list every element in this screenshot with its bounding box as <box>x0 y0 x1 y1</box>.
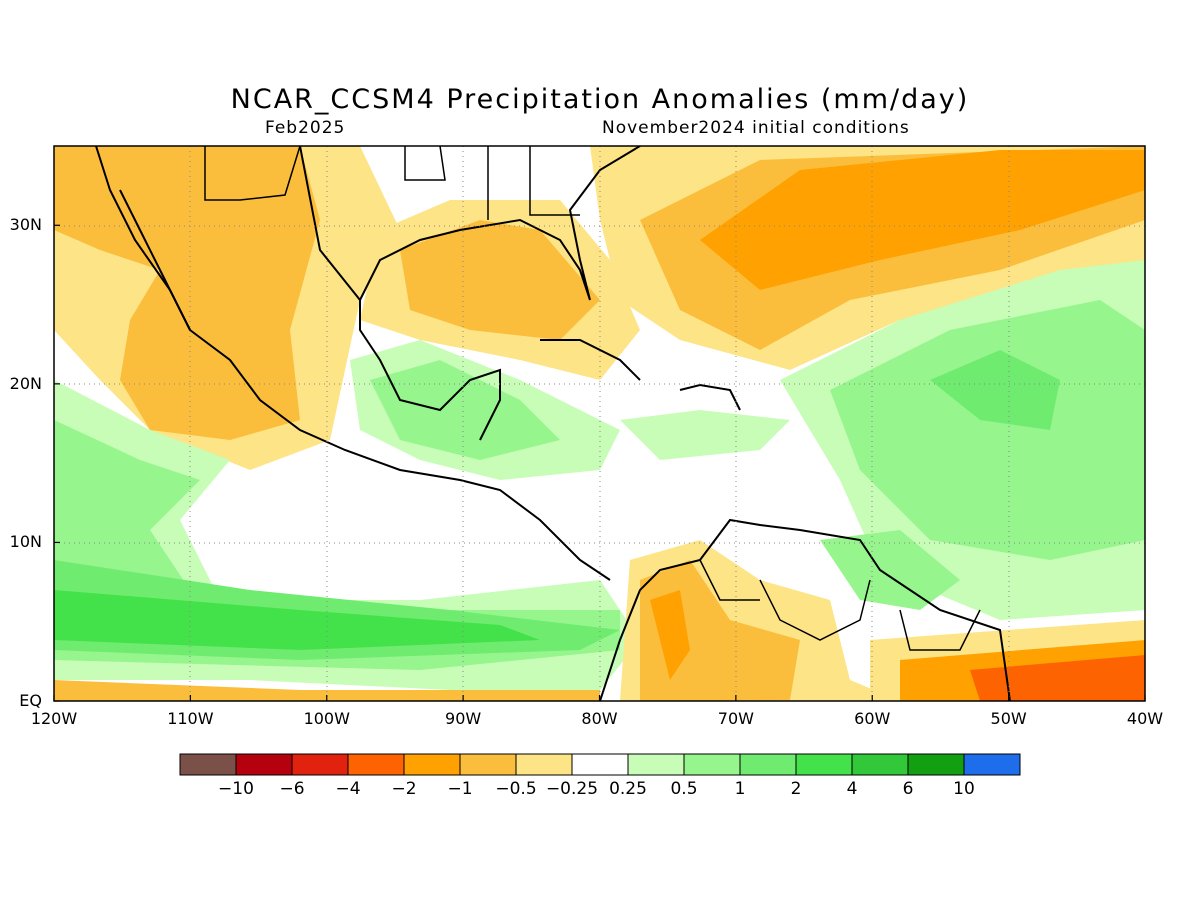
forecast-month: Feb2025 <box>265 118 346 138</box>
dry-region-mexico-inner <box>54 146 320 440</box>
colorbar-label: 0.5 <box>670 779 697 799</box>
dry-region-northeast-brazil-core <box>970 655 1145 701</box>
colorbar-label: −6 <box>279 779 304 799</box>
colorbar-label: −1 <box>447 779 472 799</box>
dry-region-gulf-inner <box>400 220 600 340</box>
wet-region-atlantic-core <box>930 350 1060 430</box>
latitude-label: 10N <box>9 532 42 552</box>
longitude-label: 100W <box>303 709 350 728</box>
precipitation-anomaly-map <box>53 145 1146 702</box>
longitude-label: 70W <box>717 709 754 728</box>
initial-conditions-label: November2024 initial conditions <box>602 118 910 138</box>
colorbar-label: −0.25 <box>546 779 598 799</box>
dry-region-atlantic-inner <box>700 150 1145 290</box>
longitude-label: 90W <box>445 709 482 728</box>
colorbar-label: 1 <box>735 779 746 799</box>
colorbar-label: 2 <box>791 779 802 799</box>
latitude-label: EQ <box>19 691 42 710</box>
coastlines <box>95 146 1011 701</box>
borders <box>204 146 981 651</box>
longitude-label: 80W <box>581 709 618 728</box>
longitude-label: 50W <box>990 709 1027 728</box>
axis-ticks <box>53 224 1146 702</box>
wet-region-atlantic-inner <box>830 300 1145 560</box>
colorbar-label: 10 <box>953 779 975 799</box>
colorbar-label: 4 <box>847 779 858 799</box>
colorbar-label: −4 <box>335 779 360 799</box>
latitude-label: 30N <box>9 215 42 235</box>
colorbar-label: −10 <box>218 779 254 799</box>
chart-title: NCAR_CCSM4 Precipitation Anomalies (mm/d… <box>230 84 970 115</box>
colorbar-label: −2 <box>391 779 416 799</box>
latitude-label: 20N <box>9 373 42 393</box>
longitude-label: 110W <box>167 709 214 728</box>
colorbar-label: 0.25 <box>609 779 647 799</box>
wet-region-central-america-inner <box>370 360 560 460</box>
longitude-label: 120W <box>30 709 78 728</box>
longitude-label: 60W <box>854 709 891 728</box>
longitude-label: 40W <box>1126 709 1164 728</box>
anomaly-field <box>54 146 1145 701</box>
colorbar-label: −0.5 <box>495 779 536 799</box>
wet-region-eastern-pacific-core <box>54 590 540 650</box>
colorbar-label: 6 <box>903 779 914 799</box>
dry-region-south-america-core <box>650 590 690 680</box>
grid-lines <box>54 146 1145 701</box>
wet-region-caribbean <box>620 410 790 460</box>
wet-region-guianas <box>820 530 960 610</box>
